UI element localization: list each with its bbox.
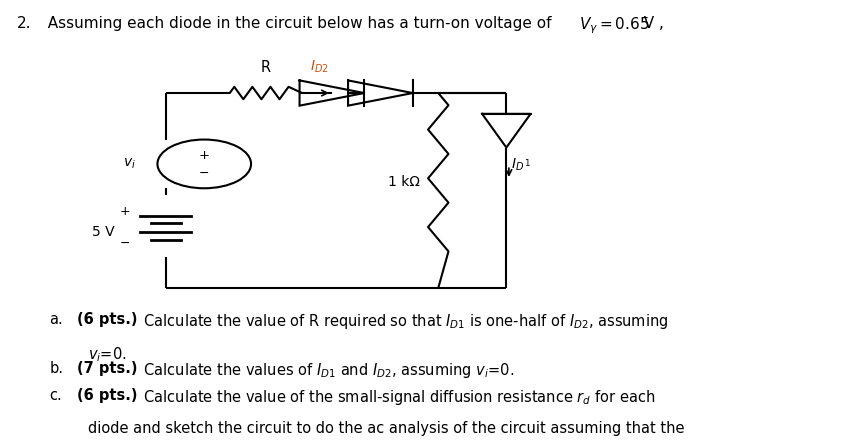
Text: $I_D$: $I_D$ xyxy=(511,156,523,173)
Text: Calculate the value of the small-signal diffusion resistance $r_d$ for each: Calculate the value of the small-signal … xyxy=(139,388,655,407)
Text: R: R xyxy=(261,60,271,75)
Text: (7 pts.): (7 pts.) xyxy=(77,361,137,376)
Text: 2.: 2. xyxy=(17,16,31,31)
Text: Assuming each diode in the circuit below has a turn-on voltage of: Assuming each diode in the circuit below… xyxy=(38,16,557,31)
Text: diode and sketch the circuit to do the ac analysis of the circuit assuming that : diode and sketch the circuit to do the a… xyxy=(88,421,684,436)
Text: (6 pts.): (6 pts.) xyxy=(77,312,137,327)
Text: −: − xyxy=(199,167,209,180)
Text: 5 V: 5 V xyxy=(92,225,115,239)
Text: Calculate the value of R required so that $I_{D1}$ is one-half of $I_{D2}$, assu: Calculate the value of R required so tha… xyxy=(139,312,668,331)
Text: $I_{D2}$: $I_{D2}$ xyxy=(310,59,328,75)
Text: b.: b. xyxy=(49,361,63,376)
Text: (6 pts.): (6 pts.) xyxy=(77,388,137,403)
Text: $V_{\gamma} = 0.65$: $V_{\gamma} = 0.65$ xyxy=(579,16,649,36)
Text: V ,: V , xyxy=(634,16,664,31)
Text: Calculate the values of $I_{D1}$ and $I_{D2}$, assuming $v_i$=0.: Calculate the values of $I_{D1}$ and $I_… xyxy=(139,361,514,380)
Text: $v_i$=0.: $v_i$=0. xyxy=(88,346,126,364)
Text: +: + xyxy=(199,148,209,162)
Text: c.: c. xyxy=(49,388,62,403)
Text: −: − xyxy=(120,237,130,250)
Text: ${}_{1}$: ${}_{1}$ xyxy=(524,156,531,169)
Text: +: + xyxy=(120,205,130,218)
Text: a.: a. xyxy=(49,312,63,327)
Text: $v_i$: $v_i$ xyxy=(123,157,136,171)
Text: 1 kΩ: 1 kΩ xyxy=(387,175,420,189)
